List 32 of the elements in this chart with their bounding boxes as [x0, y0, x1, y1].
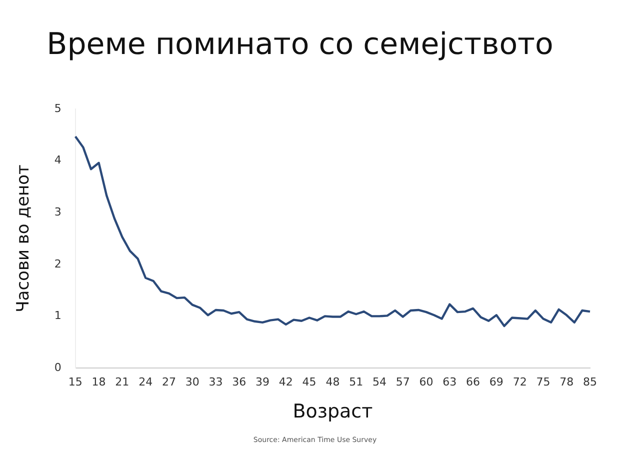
- x-tick-label: 33: [208, 375, 223, 388]
- y-axis-title: Часови во денот: [14, 164, 34, 312]
- y-tick-label: 4: [54, 154, 62, 167]
- x-tick-label: 72: [512, 375, 527, 388]
- x-axis-title: Возраст: [292, 400, 373, 423]
- y-tick-label: 2: [54, 257, 62, 270]
- x-tick-label: 39: [256, 375, 270, 388]
- x-tick-label: 78: [560, 375, 574, 388]
- y-tick-label: 3: [54, 205, 62, 218]
- y-tick-label: 5: [54, 102, 62, 115]
- x-tick-label: 21: [115, 375, 130, 388]
- x-tick-label: 27: [162, 375, 176, 388]
- x-tick-label: 15: [68, 375, 82, 388]
- x-tick-label: 60: [419, 375, 434, 388]
- x-tick-label: 66: [466, 375, 480, 388]
- x-tick-label: 36: [232, 375, 246, 388]
- x-tick-label: 48: [326, 375, 340, 388]
- x-tick-label: 85: [583, 375, 597, 388]
- y-tick-label: 0: [54, 360, 62, 374]
- x-tick-label: 30: [185, 375, 200, 388]
- x-tick-label: 63: [442, 375, 457, 388]
- x-tick-label: 54: [372, 375, 386, 388]
- x-tick-label: 57: [396, 375, 410, 388]
- x-tick-label: 75: [536, 375, 550, 388]
- y-tick-label: 1: [54, 309, 62, 322]
- x-tick-label: 69: [489, 375, 504, 388]
- x-tick-label: 51: [349, 375, 364, 388]
- x-tick-label: 45: [302, 375, 316, 388]
- x-tick-label: 24: [138, 375, 153, 388]
- x-tick-label: 42: [278, 375, 293, 388]
- chart-title: Време поминато со семејството: [46, 26, 554, 62]
- x-tick-label: 18: [92, 375, 106, 388]
